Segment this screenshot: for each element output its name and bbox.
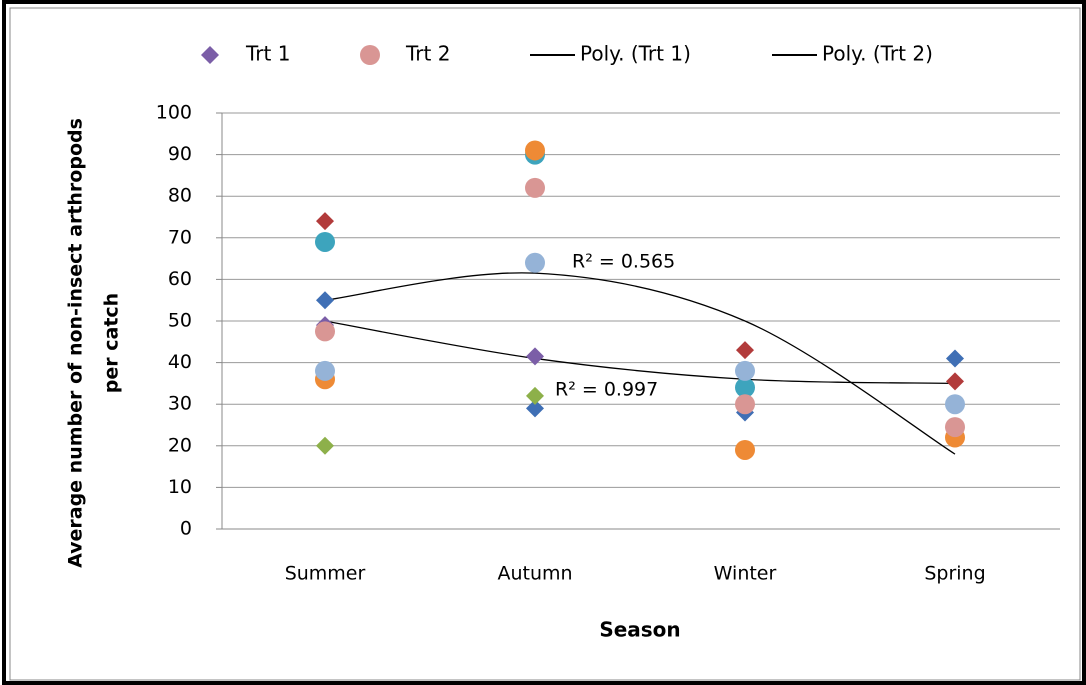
data-point (315, 231, 335, 252)
y-tick-label: 50 (168, 310, 192, 332)
data-point (735, 394, 755, 415)
x-axis-title: Season (599, 618, 680, 642)
data-point (735, 439, 755, 460)
data-point (945, 394, 965, 415)
y-tick-label: 70 (168, 226, 192, 248)
y-tick-label: 100 (156, 102, 192, 124)
data-point (946, 349, 964, 368)
legend-label: Trt 1 (245, 42, 290, 66)
data-point (315, 321, 335, 342)
x-tick-label: Winter (714, 563, 777, 585)
data-point (526, 386, 544, 405)
y-tick-label: 0 (180, 518, 192, 540)
data-point (525, 252, 545, 273)
x-tick-label: Spring (924, 563, 985, 585)
data-point (946, 372, 964, 391)
x-tick-label: Summer (285, 563, 366, 585)
legend-label: Poly. (Trt 1) (580, 42, 691, 66)
y-tick-label: 10 (168, 476, 192, 498)
data-point (316, 291, 334, 310)
data-point (315, 360, 335, 381)
data-point (526, 347, 544, 366)
y-tick-label: 60 (168, 268, 192, 290)
legend-marker (201, 46, 219, 64)
x-tick-label: Autumn (497, 563, 572, 585)
legend-marker (360, 45, 380, 65)
trendline (324, 320, 956, 385)
data-point (735, 377, 755, 398)
y-tick-label: 20 (168, 434, 192, 456)
chart-border (9, 7, 1081, 681)
data-point (735, 360, 755, 381)
legend-label: Poly. (Trt 2) (822, 42, 933, 66)
data-point (525, 140, 545, 161)
y-axis-title-line: per catch (101, 293, 123, 393)
data-point (526, 399, 544, 418)
y-axis-title: Average number of non-insect arthropods … (65, 118, 123, 568)
y-axis-title-line: Average number of non-insect arthropods (65, 118, 87, 568)
data-point (316, 436, 334, 455)
y-tick-label: 80 (168, 185, 192, 207)
data-point (736, 341, 754, 360)
data-point (525, 177, 545, 198)
trendline (324, 272, 956, 455)
legend-label: Trt 2 (405, 42, 450, 66)
data-point (316, 212, 334, 231)
y-tick-label: 90 (168, 143, 192, 165)
r-squared: R² = 0.997 (555, 379, 658, 401)
data-point (945, 417, 965, 438)
y-tick-label: 30 (168, 393, 192, 415)
y-tick-label: 40 (168, 351, 192, 373)
r-squared: R² = 0.565 (572, 251, 675, 273)
